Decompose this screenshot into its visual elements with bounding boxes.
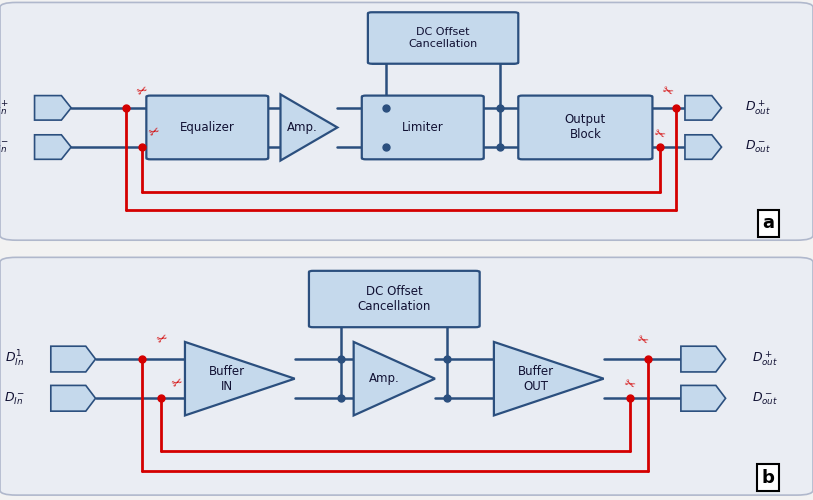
Text: $D_{out}^+$: $D_{out}^+$	[751, 350, 778, 368]
Text: Buffer
IN: Buffer IN	[209, 364, 245, 392]
FancyBboxPatch shape	[362, 96, 484, 160]
Polygon shape	[50, 386, 96, 411]
Polygon shape	[34, 135, 72, 160]
Polygon shape	[494, 342, 603, 415]
Text: Amp.: Amp.	[369, 372, 400, 385]
Text: ✂: ✂	[135, 84, 150, 100]
Polygon shape	[681, 386, 725, 411]
FancyBboxPatch shape	[0, 258, 813, 495]
Text: a: a	[763, 214, 774, 232]
FancyBboxPatch shape	[367, 12, 519, 64]
Text: b: b	[762, 469, 775, 487]
Text: $D_{out}^-$: $D_{out}^-$	[745, 139, 772, 156]
Text: $D_{In}^-$: $D_{In}^-$	[0, 139, 8, 156]
FancyBboxPatch shape	[146, 96, 268, 160]
Text: ✂: ✂	[635, 333, 650, 349]
Polygon shape	[34, 96, 72, 120]
Text: Limiter: Limiter	[402, 121, 444, 134]
Text: $D_{In}^-$: $D_{In}^-$	[4, 390, 24, 406]
Text: ✂: ✂	[170, 376, 185, 392]
Polygon shape	[280, 94, 337, 160]
Text: $D_{out}^+$: $D_{out}^+$	[745, 98, 772, 117]
Text: Buffer
OUT: Buffer OUT	[518, 364, 554, 392]
FancyBboxPatch shape	[519, 96, 652, 160]
FancyBboxPatch shape	[0, 2, 813, 240]
Text: DC Offset
Cancellation: DC Offset Cancellation	[408, 27, 478, 49]
Text: ✂: ✂	[147, 124, 162, 141]
Polygon shape	[50, 346, 96, 372]
FancyBboxPatch shape	[309, 271, 480, 327]
Text: ✂: ✂	[155, 332, 170, 347]
Polygon shape	[354, 342, 435, 415]
Text: ✂: ✂	[651, 126, 666, 143]
Text: Amp.: Amp.	[287, 121, 318, 134]
Text: ✂: ✂	[659, 84, 674, 100]
Text: Output
Block: Output Block	[565, 114, 606, 141]
Text: $D_{In}^1$: $D_{In}^1$	[5, 349, 24, 369]
Polygon shape	[685, 96, 721, 120]
Text: ✂: ✂	[621, 376, 636, 393]
Text: $D_{out}^-$: $D_{out}^-$	[751, 390, 778, 406]
Text: DC Offset
Cancellation: DC Offset Cancellation	[358, 285, 431, 313]
Text: $D_{in}^+$: $D_{in}^+$	[0, 98, 8, 117]
Polygon shape	[681, 346, 725, 372]
Text: Equalizer: Equalizer	[180, 121, 235, 134]
Polygon shape	[185, 342, 294, 415]
Polygon shape	[685, 135, 721, 160]
